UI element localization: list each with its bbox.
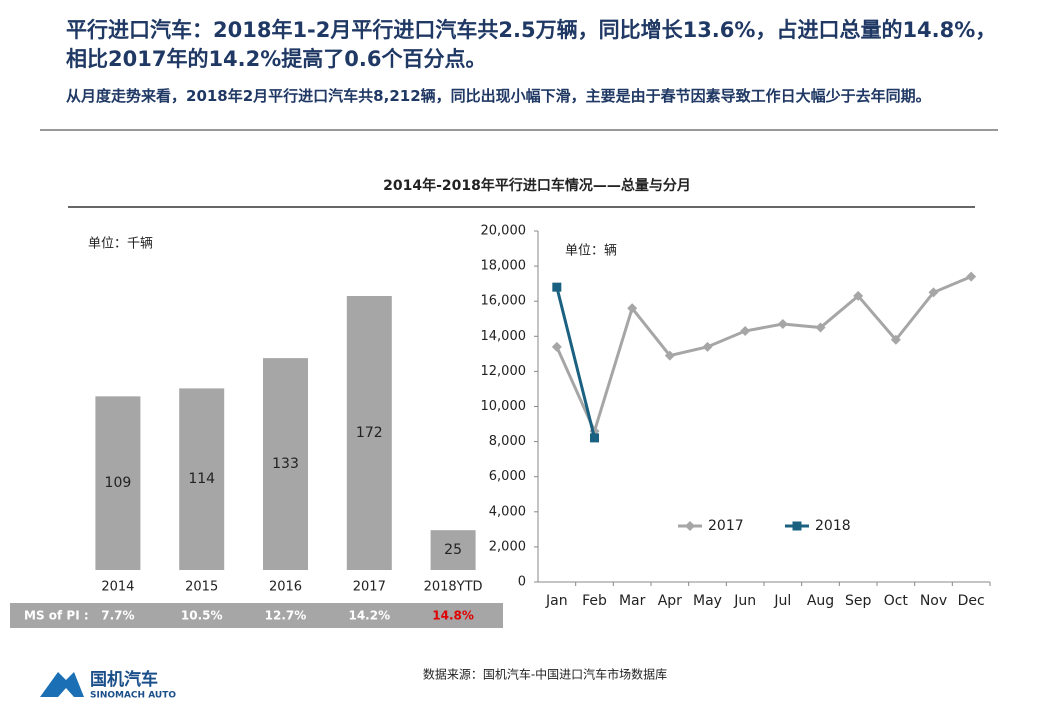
bar [346,296,392,570]
data-label: 133 [272,456,299,472]
x-tick-label: 2014 [101,580,134,595]
chart-subtitle: 单位：辆 [565,244,617,259]
x-tick-label: 2015 [185,580,218,595]
marker [792,521,802,531]
bar [430,530,476,570]
x-tick-label: Jan [545,593,568,609]
x-tick-label: Jun [733,593,756,609]
chart-subtitle: 单位：千辆 [88,237,153,252]
x-tick-label: Nov [920,593,947,609]
legend-label: 2017 [708,518,744,534]
marker [890,334,901,345]
x-tick-label: 2017 [353,580,386,595]
ms-label: MS of PI : [24,609,89,623]
y-tick-label: 16,000 [481,294,527,309]
x-tick-label: Dec [958,593,985,609]
series-line [555,275,972,436]
marker [627,303,638,314]
ms-value: 14.2% [348,609,390,623]
x-tick-label: Aug [807,593,834,609]
title: 平行进口汽车：2018年1-2月平行进口汽车共2.5万辆，同比增长13.6%，占… [66,18,997,71]
legend-label: 2018 [815,518,851,534]
marker [815,322,826,333]
marker [551,341,562,352]
marker [740,326,751,337]
logo-icon [40,672,84,697]
x-tick-label: Jul [773,593,791,609]
y-tick-label: 20,000 [481,224,527,239]
y-tick-label: 8,000 [489,434,526,449]
y-tick-label: 0 [518,575,526,590]
x-tick-label: Oct [884,593,909,609]
data-label: 109 [105,475,132,491]
ms-row-bg [10,603,503,628]
x-tick-label: Feb [582,593,607,609]
y-tick-label: 12,000 [481,364,527,379]
bar [179,388,225,570]
data-label: 25 [444,542,462,558]
bar [263,358,308,570]
marker [966,271,977,282]
bar [95,396,141,570]
x-tick-label: Mar [619,593,646,609]
marker [702,341,713,352]
data-label: 114 [188,471,215,487]
series-line [555,286,596,439]
x-tick-label: Sep [845,593,872,609]
source: 数据来源：国机汽车-中国进口汽车市场数据库 [423,667,667,682]
logo-name: 国机汽车 [90,669,158,690]
y-tick-label: 4,000 [489,504,526,519]
y-tick-label: 18,000 [481,259,527,274]
marker [664,350,675,361]
y-tick-label: 6,000 [489,469,526,484]
x-tick-label: Apr [658,593,682,609]
section-title: 2014年-2018年平行进口车情况——总量与分月 [383,177,691,194]
subtitle: 从月度走势来看，2018年2月平行进口汽车共8,212辆，同比出现小幅下滑，主要… [66,87,931,105]
data-label: 172 [356,425,383,441]
y-tick-label: 14,000 [481,329,527,344]
marker [928,287,939,298]
marker [552,282,562,292]
ms-value: 7.7% [101,609,134,623]
y-tick-label: 10,000 [481,399,527,414]
x-tick-label: 2018YTD [424,580,483,595]
x-tick-label: 2016 [269,580,302,595]
marker [777,319,788,330]
x-tick-label: May [693,593,722,609]
marker [685,521,695,531]
logo: 国机汽车 SINOMACH AUTO [40,669,176,701]
y-tick-label: 2,000 [489,539,526,554]
ms-value: 10.5% [181,609,223,623]
marker [853,290,864,301]
ms-value: 14.8% [432,609,474,623]
marker [590,433,599,443]
logo-english: SINOMACH AUTO [90,691,176,701]
ms-value: 12.7% [265,609,307,623]
